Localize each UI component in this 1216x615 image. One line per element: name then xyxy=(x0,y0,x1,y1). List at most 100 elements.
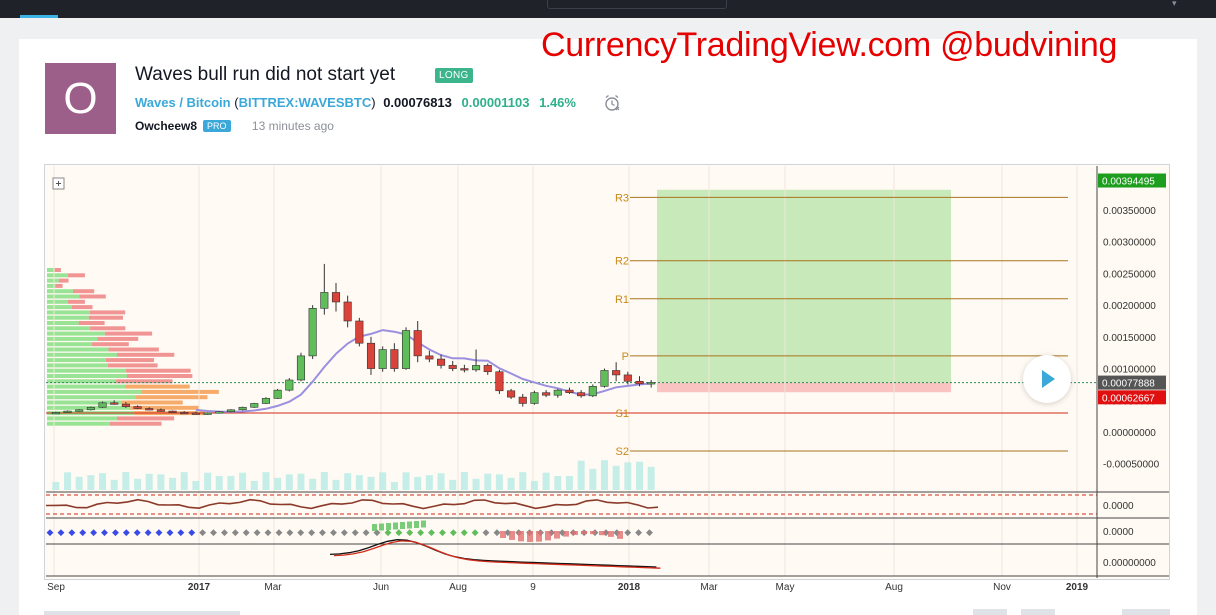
volume-profile-bar-down xyxy=(91,342,129,347)
footer-button-1[interactable] xyxy=(973,609,1007,615)
volume-bar xyxy=(542,472,550,490)
squeeze-dot-icon: ◆ xyxy=(308,528,315,538)
volume-profile-bar-up xyxy=(47,310,90,315)
volume-profile-bar-down xyxy=(58,278,69,283)
volume-profile-bar-up xyxy=(47,273,68,278)
candle-body xyxy=(507,390,516,398)
volume-bar xyxy=(215,475,223,490)
time-axis-tick: Sep xyxy=(47,582,65,593)
squeeze-dot-icon: ◆ xyxy=(232,528,239,538)
volume-bar xyxy=(647,466,655,490)
footer-tab-strip xyxy=(44,611,240,615)
squeeze-dot-icon: ◆ xyxy=(613,528,620,538)
volume-profile-bar-down xyxy=(54,268,61,272)
idea-title[interactable]: Waves bull run did not start yet xyxy=(135,64,396,85)
squeeze-dot-icon: ◆ xyxy=(297,528,304,538)
candle-body xyxy=(343,301,352,322)
squeeze-dot-icon: ◆ xyxy=(57,528,64,538)
candle-body xyxy=(518,396,527,404)
candle-body xyxy=(635,380,644,385)
volume-profile-bar-up xyxy=(47,368,127,373)
price-axis-tick: 0.00000000 xyxy=(1103,428,1156,439)
candle-body xyxy=(98,402,107,408)
volume-bar xyxy=(239,472,247,490)
candle-body xyxy=(495,371,504,392)
volume-bar xyxy=(52,482,60,490)
top-navigation-bar: ▾ xyxy=(0,0,1216,18)
volume-profile-bar-up xyxy=(47,363,108,368)
avatar-letter: O xyxy=(63,74,98,123)
volume-profile-bar-up xyxy=(47,299,68,304)
play-replay-button[interactable] xyxy=(1023,355,1071,403)
alarm-clock-icon[interactable] xyxy=(603,94,621,112)
squeeze-dot-icon: ◆ xyxy=(90,528,97,538)
volume-profile-bar-up xyxy=(47,389,142,394)
pivot-label-p: P xyxy=(622,351,629,363)
candle-body xyxy=(285,379,294,391)
volume-bar xyxy=(134,478,142,490)
squeeze-dot-icon: ◆ xyxy=(395,528,402,538)
volume-bar xyxy=(309,478,317,490)
candle-body xyxy=(355,320,364,344)
avatar[interactable]: O xyxy=(45,63,116,134)
momentum-bar xyxy=(407,521,412,529)
symbol-name-link[interactable]: Waves / Bitcoin xyxy=(135,95,231,110)
momentum-bar xyxy=(572,531,578,535)
volume-bar xyxy=(460,472,468,490)
author-link[interactable]: Owcheew8 xyxy=(135,119,198,133)
volume-bar xyxy=(169,477,177,490)
volume-bar xyxy=(64,472,72,490)
candle-body xyxy=(390,349,399,369)
search-input[interactable] xyxy=(547,0,727,9)
footer-button-2[interactable] xyxy=(1021,609,1055,615)
time-axis-tick: 9 xyxy=(530,582,536,593)
time-axis-tick: Jun xyxy=(373,582,389,593)
candle-body xyxy=(623,374,632,382)
squeeze-dot-icon: ◆ xyxy=(156,528,163,538)
candle-body xyxy=(191,412,200,415)
momentum-bar xyxy=(554,531,560,539)
volume-profile-bar-up xyxy=(47,374,127,378)
volume-bar xyxy=(122,472,130,490)
candle-body xyxy=(378,349,387,369)
squeeze-dot-icon: ◆ xyxy=(384,528,391,538)
footer-button-3[interactable] xyxy=(1122,609,1170,615)
volume-profile-bar-down xyxy=(67,273,85,278)
candle-body xyxy=(542,392,551,396)
squeeze-dot-icon: ◆ xyxy=(504,528,511,538)
price-axis-tick: 0.00200000 xyxy=(1103,301,1156,312)
candle-body xyxy=(308,308,317,357)
exchange-symbol-link[interactable]: BITTREX:WAVESBTC xyxy=(238,95,372,110)
volume-bar xyxy=(425,475,433,490)
indicator-axis-tick: 0.0000 xyxy=(1103,501,1134,512)
chevron-down-icon[interactable]: ▾ xyxy=(1172,0,1177,8)
momentum-bar xyxy=(518,531,524,542)
candle-body xyxy=(133,406,142,409)
squeeze-dot-icon: ◆ xyxy=(493,528,500,538)
volume-profile-bar-down xyxy=(109,421,162,426)
candle-body xyxy=(75,409,84,412)
squeeze-dot-icon: ◆ xyxy=(47,528,54,538)
time-axis-tick: 2017 xyxy=(188,582,211,593)
candle-body xyxy=(530,392,539,404)
momentum-bar xyxy=(608,531,614,537)
squeeze-dot-icon: ◆ xyxy=(439,528,446,538)
volume-profile-bar-down xyxy=(116,416,175,421)
volume-bar xyxy=(565,475,573,490)
squeeze-dot-icon: ◆ xyxy=(548,528,555,538)
squeeze-dot-icon: ◆ xyxy=(624,528,631,538)
volume-bar xyxy=(519,472,527,490)
active-nav-tab-indicator[interactable] xyxy=(20,15,58,18)
expand-icon[interactable] xyxy=(52,177,65,190)
volume-profile-bar-up xyxy=(47,352,118,357)
price-change: 0.00001103 xyxy=(461,95,530,110)
momentum-bar xyxy=(581,531,587,535)
volume-profile-bar-down xyxy=(105,358,155,363)
candle-body xyxy=(121,403,130,407)
squeeze-dot-icon: ◆ xyxy=(286,528,293,538)
volume-profile-bar-up xyxy=(47,278,59,283)
squeeze-dot-icon: ◆ xyxy=(112,528,119,538)
volume-bar xyxy=(285,474,293,490)
volume-bar xyxy=(379,472,387,490)
